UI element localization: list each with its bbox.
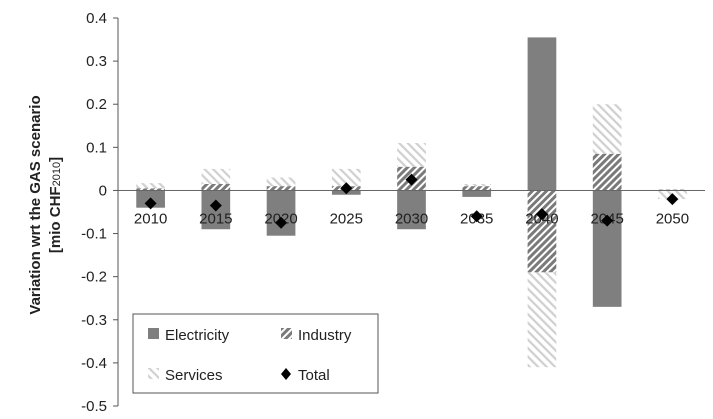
bar-electricity-2040 xyxy=(527,37,557,191)
x-tick-label: 2010 xyxy=(134,210,167,227)
y-axis-title-line2: [mio CHF2010] xyxy=(47,157,64,253)
y-tick-label: -0.5 xyxy=(81,398,107,415)
legend-swatch-total xyxy=(281,368,291,380)
y-axis-title: Variation wrt the GAS scenario [mio CHF2… xyxy=(27,95,64,314)
legend-label-electricity: Electricity xyxy=(165,327,230,344)
bar-services-2020 xyxy=(266,177,296,187)
total-marker-2040 xyxy=(535,208,548,221)
legend-label-industry: Industry xyxy=(298,327,352,344)
bar-services-2040 xyxy=(527,272,557,368)
legend-label-services: Services xyxy=(165,367,223,384)
bar-industry-2015 xyxy=(201,183,231,191)
total-marker-2025 xyxy=(340,182,353,195)
bar-services-2010 xyxy=(136,183,165,189)
bar-services-2035 xyxy=(462,183,492,187)
legend: Electricity Industry Services Total xyxy=(132,313,379,394)
total-markers xyxy=(144,173,679,229)
y-tick-label: 0.2 xyxy=(86,96,107,113)
bar-industry-2040 xyxy=(527,190,557,273)
total-marker-2045 xyxy=(601,214,614,227)
y-tick-label: -0.2 xyxy=(81,269,107,286)
x-tick-label: 2025 xyxy=(330,210,363,227)
total-marker-2015 xyxy=(209,199,222,212)
y-tick-label: -0.4 xyxy=(81,355,107,372)
total-marker-2030 xyxy=(405,173,418,186)
total-marker-2035 xyxy=(470,210,483,223)
total-marker-2010 xyxy=(144,197,157,210)
bar-industry-2020 xyxy=(266,186,296,191)
bar-services-2025 xyxy=(331,168,361,187)
bar-electricity-2030 xyxy=(397,190,426,230)
legend-swatch-electricity xyxy=(148,328,159,339)
bar-industry-2035 xyxy=(462,186,492,191)
x-tick-label: 2030 xyxy=(395,210,428,227)
y-tick-label: 0.3 xyxy=(86,53,107,70)
total-marker-2020 xyxy=(275,216,288,229)
legend-box xyxy=(132,313,379,394)
bar-services-2015 xyxy=(201,168,231,184)
bar-electricity-2045 xyxy=(592,190,622,307)
y-tick-label: -0.3 xyxy=(81,312,107,329)
y-axis-title-line1: Variation wrt the GAS scenario xyxy=(27,95,44,314)
bar-industry-2010 xyxy=(136,188,165,191)
x-tick-label: 2050 xyxy=(656,210,689,227)
y-tick-label: 0.1 xyxy=(86,139,107,156)
bar-services-2030 xyxy=(397,143,426,167)
bar-electricity-2035 xyxy=(462,190,492,197)
y-tick-label: 0.4 xyxy=(86,10,107,27)
legend-swatch-services xyxy=(148,368,159,379)
legend-label-total: Total xyxy=(298,367,330,384)
bar-services-2045 xyxy=(592,104,622,154)
x-tick-label: 2015 xyxy=(199,210,232,227)
legend-swatch-industry xyxy=(281,328,292,339)
bar-industry-2045 xyxy=(592,153,622,191)
total-marker-2050 xyxy=(666,193,679,206)
y-tick-label: -0.1 xyxy=(81,226,107,243)
y-axis-ticks: -0.5 -0.4 -0.3 -0.2 -0.1 0 0.1 0.2 0.3 0.4 xyxy=(81,10,118,415)
y-tick-label: 0 xyxy=(99,182,107,199)
